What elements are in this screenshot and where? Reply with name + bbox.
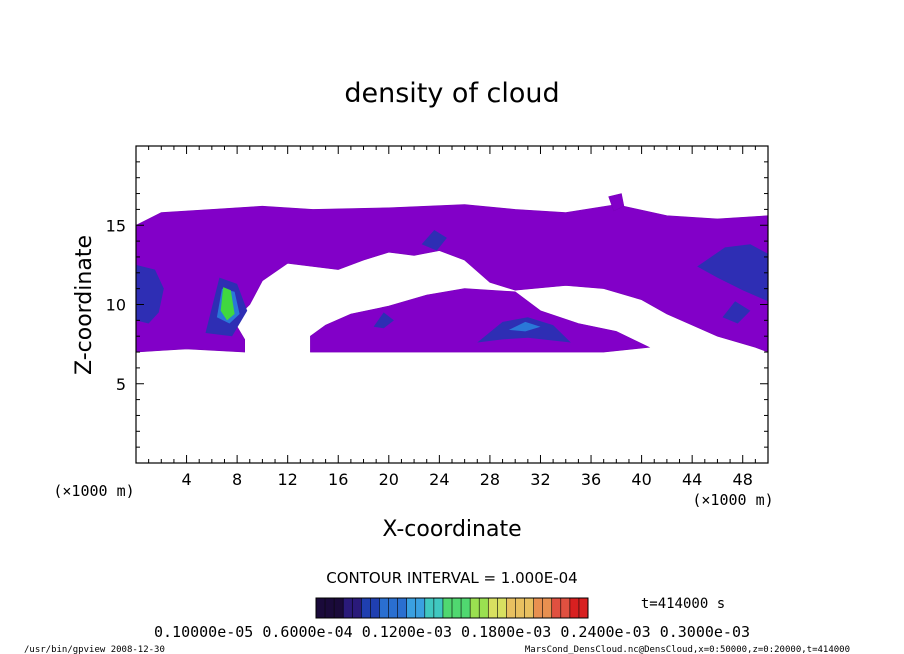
colorbar-segment xyxy=(316,598,326,618)
y-tick-label: 15 xyxy=(106,216,126,235)
density-contour xyxy=(373,312,394,329)
time-label: t=414000 s xyxy=(641,596,725,612)
y-tick-labels: 5 10 15 xyxy=(106,216,126,394)
x-tick-label: 8 xyxy=(232,470,242,489)
x-tick-label: 12 xyxy=(278,470,298,489)
colorbar-segment xyxy=(379,598,389,618)
colorbar-segment xyxy=(361,598,371,618)
x-tick-label: 20 xyxy=(379,470,399,489)
x-axis-label: X-coordinate xyxy=(382,517,521,542)
x-tick-label: 40 xyxy=(631,470,651,489)
colorbar-segment xyxy=(506,598,516,618)
contour-interval: CONTOUR INTERVAL = 1.000E-04 xyxy=(326,569,577,587)
colorbar-segment xyxy=(569,598,579,618)
y-axis-label: Z-coordinate xyxy=(72,235,97,375)
cloud-density-field xyxy=(135,193,769,353)
colorbar xyxy=(315,598,588,618)
x-unit-left: (×1000 m) xyxy=(53,482,134,500)
colorbar-labels: 0.10000e-05 0.6000e-04 0.1200e-03 0.1800… xyxy=(154,623,750,641)
colorbar-segment xyxy=(343,598,353,618)
colorbar-segment xyxy=(524,598,534,618)
colorbar-segment xyxy=(479,598,489,618)
x-tick-label: 48 xyxy=(733,470,753,489)
cloud-region xyxy=(310,288,651,353)
density-contour xyxy=(220,287,235,321)
chart-title: density of cloud xyxy=(344,78,559,109)
colorbar-segment xyxy=(461,598,471,618)
colorbar-frame xyxy=(315,597,589,619)
x-tick-label: 16 xyxy=(328,470,348,489)
footer-left: /usr/bin/gpview 2008-12-30 xyxy=(24,645,165,654)
colorbar-segment xyxy=(551,598,561,618)
density-contour xyxy=(136,264,164,324)
colorbar-segment xyxy=(352,598,362,618)
colorbar-segment xyxy=(488,598,498,618)
colorbar-segment xyxy=(334,598,344,618)
colorbar-segment xyxy=(424,598,434,618)
cloud-region xyxy=(608,193,625,212)
colorbar-segment xyxy=(388,598,398,618)
x-tick-label: 44 xyxy=(682,470,702,489)
colorbar-segment xyxy=(433,598,443,618)
axis-ticks xyxy=(136,146,768,463)
colorbar-segment xyxy=(415,598,425,618)
colorbar-segment xyxy=(452,598,462,618)
x-tick-label: 24 xyxy=(429,470,449,489)
colorbar-segment xyxy=(497,598,507,618)
x-tick-label: 4 xyxy=(181,470,191,489)
colorbar-segment xyxy=(578,598,588,618)
colorbar-segment xyxy=(515,598,525,618)
colorbar-segment xyxy=(542,598,552,618)
y-tick-label: 10 xyxy=(106,296,126,315)
x-tick-labels: 4 8 12 16 20 24 28 32 36 40 44 48 xyxy=(181,470,752,489)
colorbar-segment xyxy=(325,598,335,618)
colorbar-segment xyxy=(442,598,452,618)
colorbar-segment xyxy=(560,598,570,618)
density-contour xyxy=(508,321,541,332)
colorbar-segment xyxy=(470,598,480,618)
density-contour xyxy=(722,301,751,324)
colorbar-segment xyxy=(397,598,407,618)
colorbar-segment xyxy=(533,598,543,618)
x-unit-right: (×1000 m) xyxy=(692,491,773,509)
colorbar-segment xyxy=(370,598,380,618)
density-contour xyxy=(421,230,447,251)
x-tick-label: 32 xyxy=(530,470,550,489)
x-tick-label: 36 xyxy=(581,470,601,489)
cloud-region xyxy=(135,204,769,353)
footer-right: MarsCond_DensCloud.nc@DensCloud,x=0:5000… xyxy=(525,645,850,654)
y-tick-label: 5 xyxy=(116,375,126,394)
density-contour xyxy=(697,244,768,302)
x-tick-label: 28 xyxy=(480,470,500,489)
colorbar-segment xyxy=(406,598,416,618)
